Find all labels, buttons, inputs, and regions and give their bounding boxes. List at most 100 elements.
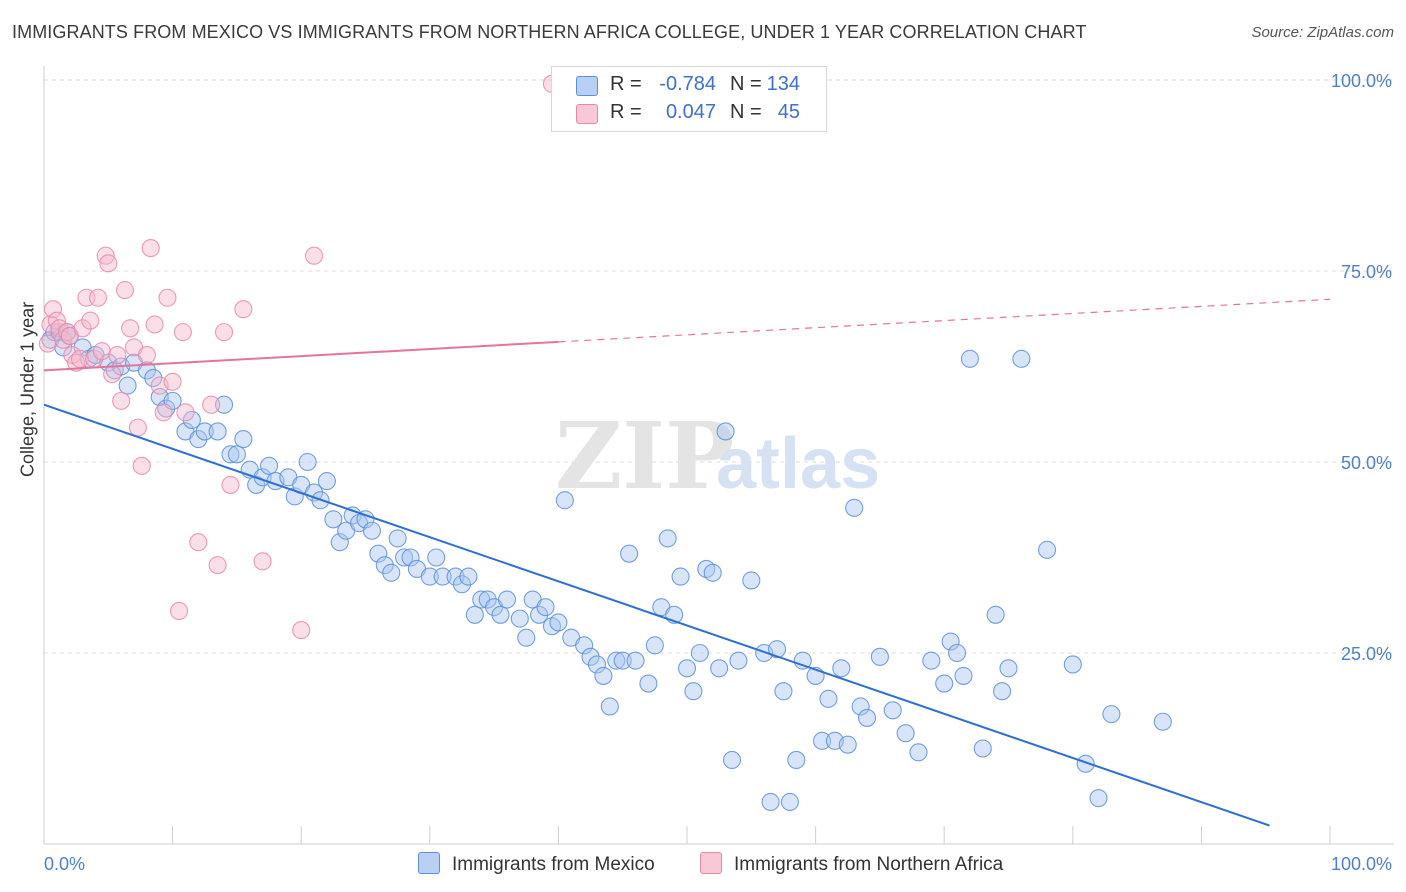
africa-point [88, 288, 108, 307]
n-label: N = [730, 73, 762, 95]
mexico-point [812, 731, 832, 750]
mexico-point [388, 529, 407, 548]
y-tick-label: 100.0% [1331, 71, 1392, 91]
africa-point [202, 395, 221, 414]
mexico-point [954, 666, 973, 685]
mexico-point [581, 647, 600, 666]
mexico-point [137, 361, 156, 380]
legend-row-africa: R = 0.047 N = 45 [552, 99, 826, 129]
africa-point [115, 281, 135, 300]
mexico-point [883, 701, 902, 720]
mexico-point [832, 659, 851, 678]
mexico-point [690, 643, 709, 663]
africa-point [38, 334, 57, 353]
mexico-point [1063, 655, 1082, 674]
mexico-point [999, 659, 1018, 678]
mexico-point [716, 422, 735, 441]
mexico-point [703, 563, 722, 582]
africa-point [154, 403, 173, 422]
r-label: R = [610, 101, 642, 123]
mexico-point [613, 651, 632, 670]
mexico-point [722, 750, 742, 770]
mexico-point [684, 682, 703, 701]
mexico-point [960, 349, 979, 368]
mexico-point [626, 651, 645, 670]
mexico-point [452, 575, 472, 594]
mexico-point [478, 590, 497, 609]
mexico-point [317, 472, 336, 491]
y-tick-label: 75.0% [1341, 262, 1392, 282]
africa-point [92, 342, 111, 361]
mexico-point [234, 430, 253, 449]
mexico-point [517, 628, 536, 647]
mexico-point [787, 750, 806, 770]
mexico-point [870, 647, 889, 666]
africa-point [73, 319, 92, 338]
africa-point [158, 288, 177, 307]
africa-point [81, 311, 100, 330]
mexico-point [767, 640, 787, 659]
africa-point [173, 323, 192, 342]
africa-point [234, 300, 253, 319]
africa-point [221, 475, 240, 494]
africa-point [163, 372, 182, 391]
mexico-point [536, 598, 555, 617]
africa-point [141, 239, 160, 258]
r-value-mexico: -0.784 [659, 73, 716, 95]
mexico-swatch [576, 76, 598, 96]
mexico-legend-swatch [418, 852, 440, 874]
mexico-point [575, 636, 594, 655]
mexico-point [851, 697, 870, 716]
mexico-point [375, 556, 394, 575]
legend-row-mexico: R = -0.784 N = 134 [552, 71, 826, 101]
trend-lines [43, 298, 1331, 827]
mexico-point [838, 735, 857, 754]
mexico-point [227, 445, 246, 464]
mexico-point [465, 605, 484, 624]
correlation-legend: R = -0.784 N = 134 R = 0.047 N = 45 [551, 66, 827, 132]
watermark: ZIP atlas [555, 402, 880, 510]
chart-title: IMMIGRANTS FROM MEXICO VS IMMIGRANTS FRO… [12, 22, 1087, 42]
mexico-legend-label: Immigrants from Mexico [452, 854, 655, 875]
mexico-point [742, 571, 761, 590]
mexico-point [497, 590, 517, 609]
africa-point [43, 300, 63, 319]
tick-labels: 25.0% 50.0% 75.0% 100.0% 0.0% 100.0% [44, 71, 1392, 874]
mexico-point [247, 475, 266, 494]
mexico-point [587, 655, 607, 674]
mexico-point [491, 605, 510, 624]
mexico-point [221, 445, 240, 464]
mexico-point [459, 567, 478, 586]
africa-point [208, 556, 227, 575]
africa-legend-label: Immigrants from Northern Africa [734, 854, 1004, 875]
watermark-atlas: atlas [716, 424, 880, 504]
mexico-point [427, 548, 446, 567]
mexico-point [259, 456, 279, 475]
mexico-point [986, 605, 1005, 624]
trend-line-africa-extension [558, 298, 1331, 343]
mexico-point [1038, 540, 1057, 559]
mexico-point [510, 609, 529, 628]
mexico-point [433, 567, 452, 586]
mexico-point [1076, 754, 1095, 773]
mexico-point [324, 510, 343, 529]
mexico-point [600, 697, 619, 716]
mexico-point [446, 567, 465, 586]
trend-line-africa [43, 340, 559, 372]
mexico-point [189, 430, 208, 449]
mexico-point [369, 544, 388, 563]
mexico-point [793, 651, 812, 670]
mexico-point [356, 510, 375, 529]
africa-point [214, 323, 234, 342]
mexico-point [530, 605, 549, 624]
mexico-point [182, 410, 201, 430]
axes [43, 66, 1394, 845]
africa-swatch [576, 104, 598, 124]
africa-point [189, 533, 208, 552]
mexico-point [645, 636, 664, 655]
mexico-point [1012, 349, 1031, 368]
mexico-point [857, 708, 877, 727]
y-axis-label: College, Under 1 year [17, 301, 38, 477]
series-mexico-points [41, 323, 1172, 812]
